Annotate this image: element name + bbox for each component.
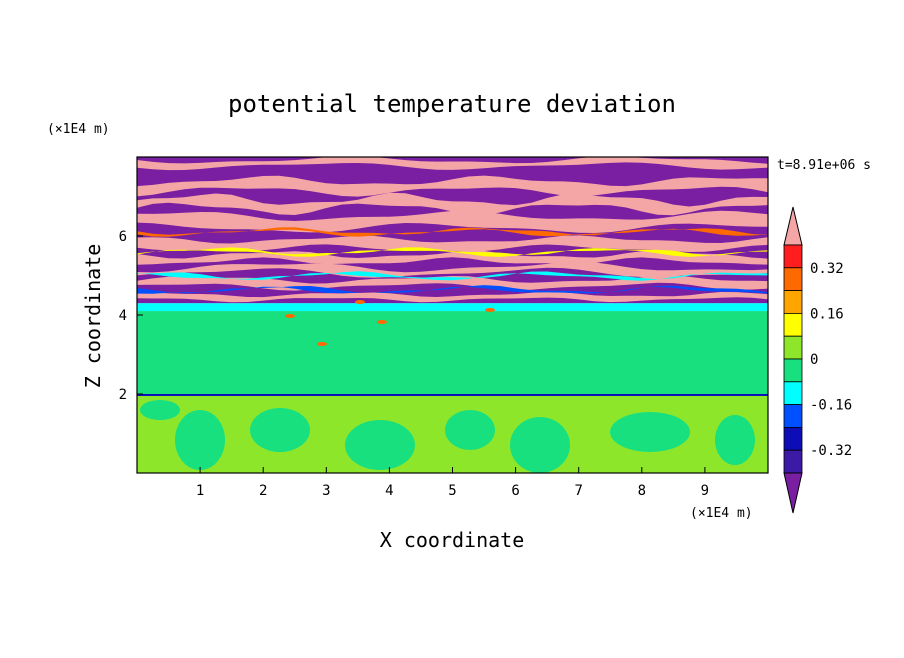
teal-patch-10 [175, 410, 225, 470]
x-tick-label: 1 [196, 483, 204, 499]
teal-patch-8 [565, 317, 635, 333]
y-tick-label: 2 [119, 387, 127, 403]
teal-patch-4 [480, 335, 560, 355]
pink-band-2 [137, 192, 768, 216]
x-axis: 1 2 3 4 5 6 7 8 9 [196, 467, 709, 499]
plot-area [137, 157, 768, 473]
colorbar-swatch [783, 449, 803, 474]
pink-band-1 [137, 175, 768, 197]
edge-band-2 [137, 271, 768, 281]
pink-band-0 [137, 157, 768, 171]
colorbar: 0.32 0.16 0 -0.16 -0.32 [783, 206, 852, 514]
x-tick-label: 3 [322, 483, 330, 499]
y-axis: 2 4 6 [119, 229, 143, 403]
edge-band-0 [137, 227, 768, 237]
time-label: t=8.91e+06 s [777, 158, 871, 173]
edge-band-3 [137, 285, 768, 294]
colorbar-swatch [783, 358, 803, 383]
colorbar-swatch [783, 290, 803, 314]
warm-spot-4 [485, 308, 495, 312]
y-axis-label: Z coordinate [81, 244, 105, 389]
y-unit-label: (×1E4 m) [47, 122, 110, 137]
pink-band-4 [137, 235, 768, 252]
teal-patch-16 [715, 415, 755, 465]
x-tick-label: 6 [511, 483, 519, 499]
teal-patch-12 [345, 420, 415, 470]
colorbar-bottom-triangle [783, 472, 803, 514]
x-tick-label: 5 [448, 483, 456, 499]
colorbar-tick-label: 0 [810, 352, 818, 368]
colorbar-swatch [783, 244, 803, 269]
teal-patch-5 [585, 346, 695, 370]
x-unit-label: (×1E4 m) [690, 506, 753, 521]
pink-band-8 [137, 291, 768, 303]
teal-patch-3 [385, 339, 475, 361]
colorbar-tick-label: 0.32 [810, 261, 844, 277]
colorbar-swatch [783, 312, 803, 337]
colorbar-top-triangle [783, 206, 803, 246]
teal-patch-17 [140, 400, 180, 420]
pink-band-5 [137, 250, 768, 265]
teal-patch-0 [137, 333, 215, 357]
chart-title: potential temperature deviation [228, 90, 676, 118]
x-tick-label: 4 [385, 483, 393, 499]
teal-patch-7 [180, 323, 240, 337]
colorbar-tick-label: -0.16 [810, 398, 852, 414]
colorbar-swatch [783, 426, 803, 451]
teal-patch-14 [510, 417, 570, 473]
teal-patch-9 [440, 362, 500, 378]
colorbar-tick-label: 0.16 [810, 306, 844, 322]
colorbar-tick-label: -0.32 [810, 443, 852, 459]
warm-spot-2 [285, 314, 295, 318]
teal-patch-2 [305, 329, 375, 347]
x-tick-label: 9 [701, 483, 709, 499]
edge-band-1 [137, 247, 768, 257]
colorbar-swatch [783, 267, 803, 291]
colorbar-swatch [783, 335, 803, 360]
teal-patch-13 [445, 410, 495, 450]
x-tick-label: 7 [574, 483, 582, 499]
teal-patch-1 [210, 350, 310, 370]
colorbar-swatch [783, 404, 803, 428]
teal-patch-11 [250, 408, 310, 452]
x-axis-label: X coordinate [380, 528, 525, 552]
pink-band-6 [137, 261, 768, 278]
layer-3 [137, 303, 768, 312]
colorbar-swatch [783, 381, 803, 405]
warm-spot-1 [377, 320, 387, 324]
x-tick-label: 8 [638, 483, 646, 499]
warm-spot-0 [317, 342, 327, 346]
y-tick-label: 6 [119, 229, 127, 245]
teal-patch-15 [610, 412, 690, 452]
layer-1 [137, 394, 768, 396]
teal-patch-6 [690, 337, 750, 353]
warm-spot-3 [355, 300, 365, 304]
y-tick-label: 4 [119, 308, 127, 324]
x-tick-label: 2 [259, 483, 267, 499]
